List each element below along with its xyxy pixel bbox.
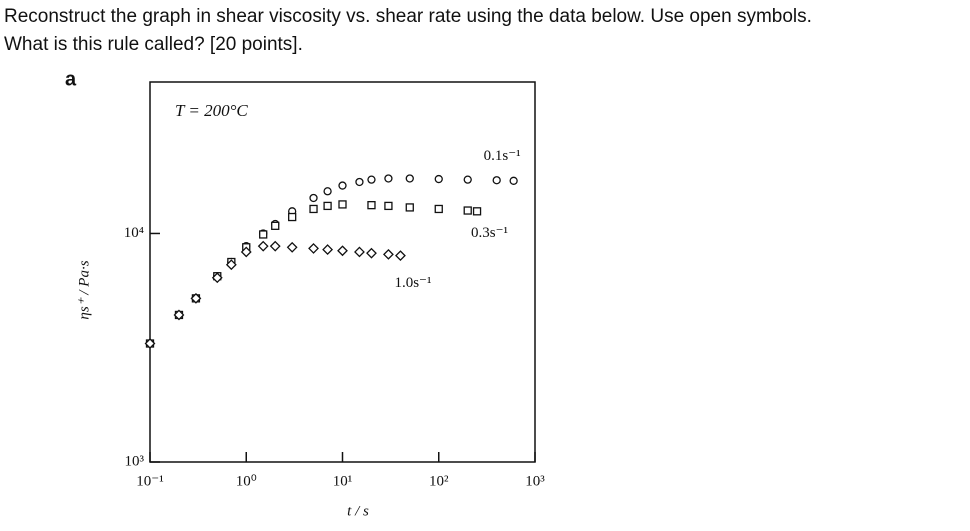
x-axis-label: t / s: [347, 503, 369, 519]
marker: [383, 248, 394, 260]
marker: [405, 203, 414, 212]
marker: [288, 212, 297, 222]
question-line: What is this rule called? [20 points].: [4, 34, 303, 55]
marker: [463, 206, 472, 215]
y-tick-label: 10⁴: [124, 225, 144, 241]
plot-frame: [149, 81, 536, 463]
marker: [405, 174, 414, 183]
series-label: 0.1s⁻¹: [484, 148, 521, 164]
marker: [322, 244, 334, 256]
marker: [257, 240, 269, 252]
chart-title: T = 200°C: [175, 101, 248, 120]
marker: [492, 176, 501, 185]
x-tick-label: 10³: [525, 473, 545, 489]
marker: [259, 230, 268, 239]
x-tick-label: 10⁻¹: [136, 473, 163, 489]
series-label: 0.3s⁻¹: [471, 225, 508, 241]
marker: [225, 259, 237, 271]
x-tick-label: 10¹: [333, 473, 353, 489]
question-line: Reconstruct the graph in shear viscosity…: [4, 6, 812, 27]
marker: [323, 201, 332, 211]
marker: [367, 175, 376, 184]
marker: [395, 250, 406, 262]
marker: [354, 246, 365, 258]
marker: [240, 246, 252, 258]
marker: [367, 201, 376, 210]
marker: [309, 193, 318, 203]
marker: [286, 241, 298, 253]
marker: [463, 175, 472, 184]
marker: [337, 245, 348, 257]
panel-label: a: [65, 68, 77, 90]
marker: [271, 221, 280, 230]
marker: [384, 201, 393, 211]
series-label: 1.0s⁻¹: [394, 275, 431, 291]
y-axis-label: ηs⁺ / Pa·s: [76, 260, 92, 319]
marker: [509, 176, 518, 185]
x-tick-label: 10⁰: [236, 473, 257, 489]
marker: [338, 181, 347, 190]
y-tick-label: 10³: [125, 453, 145, 469]
marker: [434, 174, 443, 184]
marker: [173, 309, 185, 321]
marker: [323, 187, 332, 196]
marker: [211, 272, 223, 284]
marker: [472, 207, 482, 216]
marker: [144, 338, 156, 349]
marker: [434, 204, 443, 214]
marker: [190, 292, 202, 304]
marker: [269, 240, 281, 252]
marker: [384, 174, 393, 183]
x-tick-label: 10²: [429, 473, 449, 489]
marker: [338, 200, 347, 209]
marker: [355, 177, 364, 187]
marker: [309, 204, 318, 214]
marker: [366, 247, 377, 259]
marker: [308, 243, 319, 254]
